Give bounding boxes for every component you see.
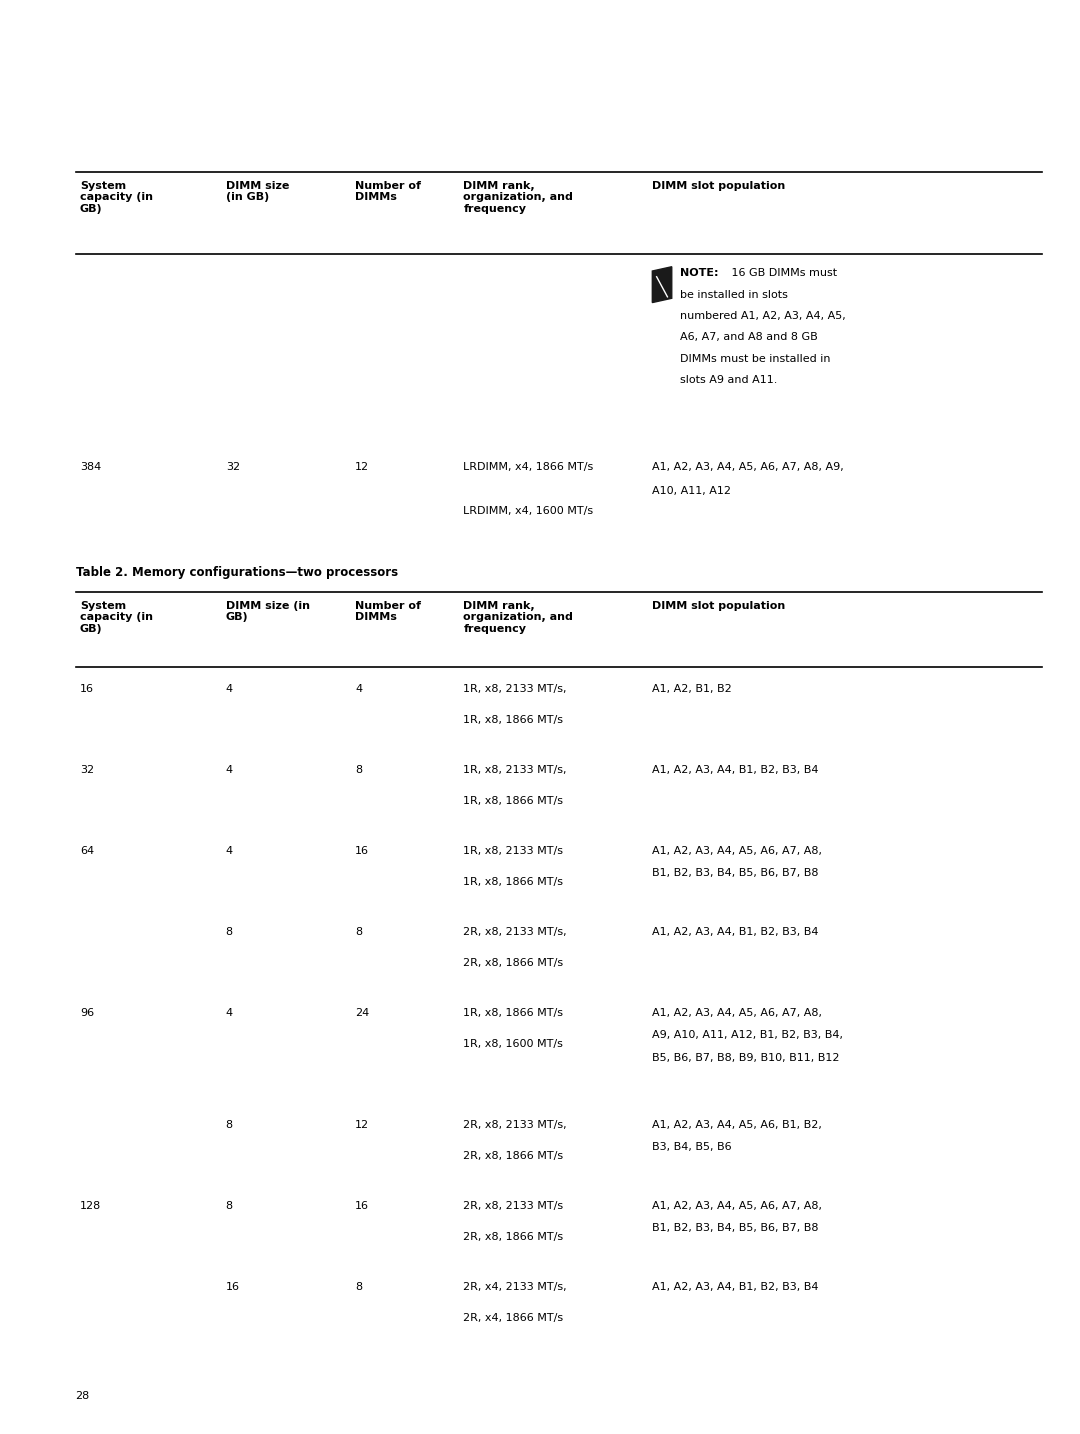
Text: 2R, x8, 1866 MT/s: 2R, x8, 1866 MT/s [463,1232,564,1242]
Text: System
capacity (in
GB): System capacity (in GB) [80,181,153,214]
Text: A1, A2, A3, A4, A5, A6, A7, A8,: A1, A2, A3, A4, A5, A6, A7, A8, [652,1008,822,1018]
Text: 1R, x8, 1866 MT/s: 1R, x8, 1866 MT/s [463,714,564,724]
Text: B5, B6, B7, B8, B9, B10, B11, B12: B5, B6, B7, B8, B9, B10, B11, B12 [652,1053,840,1063]
Text: LRDIMM, x4, 1866 MT/s: LRDIMM, x4, 1866 MT/s [463,462,594,472]
Text: 4: 4 [226,846,233,856]
Text: 12: 12 [355,462,369,472]
Text: DIMM slot population: DIMM slot population [652,181,785,191]
Text: 8: 8 [226,1200,233,1210]
Text: numbered A1, A2, A3, A4, A5,: numbered A1, A2, A3, A4, A5, [680,311,846,321]
Text: Number of
DIMMs: Number of DIMMs [355,181,421,202]
Text: A1, A2, B1, B2: A1, A2, B1, B2 [652,684,732,694]
Text: 28: 28 [76,1391,90,1401]
Text: 64: 64 [80,846,94,856]
Text: 8: 8 [355,766,363,774]
Text: 32: 32 [226,462,240,472]
Text: A1, A2, A3, A4, A5, A6, B1, B2,: A1, A2, A3, A4, A5, A6, B1, B2, [652,1120,822,1130]
Text: 1R, x8, 1866 MT/s: 1R, x8, 1866 MT/s [463,876,564,886]
Text: 4: 4 [226,684,233,694]
Text: 24: 24 [355,1008,369,1018]
Text: 2R, x8, 1866 MT/s: 2R, x8, 1866 MT/s [463,958,564,968]
Text: 1R, x8, 2133 MT/s,: 1R, x8, 2133 MT/s, [463,684,567,694]
Text: 1R, x8, 2133 MT/s,: 1R, x8, 2133 MT/s, [463,766,567,774]
Text: A10, A11, A12: A10, A11, A12 [652,486,731,496]
Text: 4: 4 [355,684,363,694]
Text: A1, A2, A3, A4, B1, B2, B3, B4: A1, A2, A3, A4, B1, B2, B3, B4 [652,928,819,936]
Text: A1, A2, A3, A4, A5, A6, A7, A8,: A1, A2, A3, A4, A5, A6, A7, A8, [652,1200,822,1210]
Text: Number of
DIMMs: Number of DIMMs [355,601,421,622]
Text: 32: 32 [80,766,94,774]
Text: 16: 16 [226,1282,240,1292]
Text: A6, A7, and A8 and 8 GB: A6, A7, and A8 and 8 GB [680,333,819,343]
Text: 2R, x8, 2133 MT/s: 2R, x8, 2133 MT/s [463,1200,564,1210]
Text: A1, A2, A3, A4, B1, B2, B3, B4: A1, A2, A3, A4, B1, B2, B3, B4 [652,1282,819,1292]
Text: A1, A2, A3, A4, B1, B2, B3, B4: A1, A2, A3, A4, B1, B2, B3, B4 [652,766,819,774]
Text: be installed in slots: be installed in slots [680,290,788,300]
Text: 16: 16 [355,1200,369,1210]
Text: DIMM slot population: DIMM slot population [652,601,785,611]
Text: DIMM rank,
organization, and
frequency: DIMM rank, organization, and frequency [463,181,573,214]
Text: 16: 16 [355,846,369,856]
Text: 2R, x4, 1866 MT/s: 2R, x4, 1866 MT/s [463,1312,564,1322]
Text: slots A9 and A11.: slots A9 and A11. [680,376,778,386]
Polygon shape [652,267,672,303]
Text: 8: 8 [355,928,363,936]
Text: 96: 96 [80,1008,94,1018]
Text: 8: 8 [226,928,233,936]
Text: 2R, x8, 1866 MT/s: 2R, x8, 1866 MT/s [463,1150,564,1160]
Text: 2R, x4, 2133 MT/s,: 2R, x4, 2133 MT/s, [463,1282,567,1292]
Text: 8: 8 [226,1120,233,1130]
Text: 1R, x8, 2133 MT/s: 1R, x8, 2133 MT/s [463,846,564,856]
Text: 12: 12 [355,1120,369,1130]
Text: B1, B2, B3, B4, B5, B6, B7, B8: B1, B2, B3, B4, B5, B6, B7, B8 [652,1223,819,1233]
Text: Table 2. Memory configurations—two processors: Table 2. Memory configurations—two proce… [76,566,397,579]
Text: 1R, x8, 1866 MT/s: 1R, x8, 1866 MT/s [463,796,564,806]
Text: 1R, x8, 1866 MT/s: 1R, x8, 1866 MT/s [463,1008,564,1018]
Text: B3, B4, B5, B6: B3, B4, B5, B6 [652,1143,732,1153]
Text: B1, B2, B3, B4, B5, B6, B7, B8: B1, B2, B3, B4, B5, B6, B7, B8 [652,869,819,879]
Text: A9, A10, A11, A12, B1, B2, B3, B4,: A9, A10, A11, A12, B1, B2, B3, B4, [652,1031,843,1041]
Text: 384: 384 [80,462,102,472]
Text: 2R, x8, 2133 MT/s,: 2R, x8, 2133 MT/s, [463,1120,567,1130]
Text: 8: 8 [355,1282,363,1292]
Text: 1R, x8, 1600 MT/s: 1R, x8, 1600 MT/s [463,1038,563,1048]
Text: NOTE:: NOTE: [680,268,719,278]
Text: 2R, x8, 2133 MT/s,: 2R, x8, 2133 MT/s, [463,928,567,936]
Text: System
capacity (in
GB): System capacity (in GB) [80,601,153,634]
Text: DIMM size (in
GB): DIMM size (in GB) [226,601,310,622]
Text: DIMM size
(in GB): DIMM size (in GB) [226,181,289,202]
Text: A1, A2, A3, A4, A5, A6, A7, A8,: A1, A2, A3, A4, A5, A6, A7, A8, [652,846,822,856]
Text: A1, A2, A3, A4, A5, A6, A7, A8, A9,: A1, A2, A3, A4, A5, A6, A7, A8, A9, [652,462,845,472]
Text: 4: 4 [226,1008,233,1018]
Text: 16 GB DIMMs must: 16 GB DIMMs must [728,268,837,278]
Text: DIMM rank,
organization, and
frequency: DIMM rank, organization, and frequency [463,601,573,634]
Text: DIMMs must be installed in: DIMMs must be installed in [680,354,831,364]
Text: 128: 128 [80,1200,102,1210]
Text: 16: 16 [80,684,94,694]
Text: 4: 4 [226,766,233,774]
Text: LRDIMM, x4, 1600 MT/s: LRDIMM, x4, 1600 MT/s [463,506,593,516]
